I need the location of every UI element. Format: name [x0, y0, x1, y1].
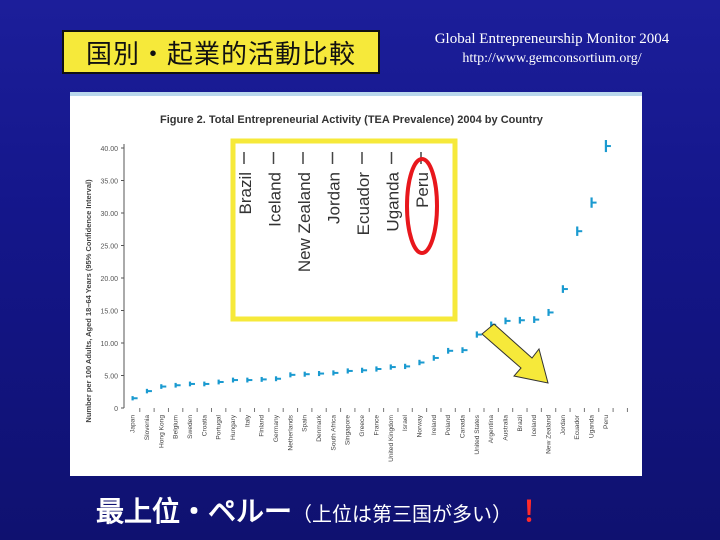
source-title: Global Entrepreneurship Monitor 2004 [434, 31, 670, 47]
x-tick-label: Ecuador [574, 414, 581, 439]
x-tick-label: Belgium [173, 414, 180, 438]
highlight-label: Jordan [325, 172, 344, 224]
y-tick-label: 15.00 [100, 309, 118, 316]
x-tick-label: Ireland [431, 415, 438, 435]
y-tick-label: 40.00 [100, 146, 118, 153]
highlight-label: Brazil [236, 172, 255, 215]
y-tick-label: 20.00 [100, 276, 118, 283]
x-tick-label: Slovenia [144, 415, 151, 441]
x-tick-label: Canada [459, 415, 466, 438]
x-tick-label: Hong Kong [158, 415, 165, 448]
caption-note: （上位は第三国が多い） [292, 502, 513, 526]
source-block: Global Entrepreneurship Monitor 2004 htt… [392, 30, 712, 68]
y-axis-label: Number per 100 Adults, Aged 18–64 Years … [84, 179, 93, 423]
x-tick-label: Norway [416, 414, 423, 437]
chart-figure: Figure 2. Total Entrepreneurial Activity… [70, 92, 642, 476]
x-tick-label: Italy [244, 414, 251, 427]
y-tick-label: 10.00 [100, 341, 118, 348]
y-tick-label: 0 [114, 406, 118, 413]
y-tick-label: 30.00 [100, 211, 118, 218]
x-tick-label: Singapore [345, 415, 352, 445]
tea-chart: Figure 2. Total Entrepreneurial Activity… [84, 114, 628, 462]
x-tick-label: Finland [259, 415, 266, 437]
x-tick-label: United States [474, 414, 481, 454]
highlight-overlay: Brazil Iceland New Zealand Jordan Ecuador Uga… [230, 138, 549, 384]
y-tick-label: 5.00 [104, 374, 118, 381]
caption-main: 最上位・ペルー [96, 495, 293, 528]
highlight-label: Ecuador [354, 172, 373, 236]
x-tick-label: Hungary [230, 414, 237, 440]
slide-title: 国別・起業的活動比較 [62, 30, 380, 74]
highlight-label: New Zealand [295, 172, 314, 272]
x-tick-label: Greece [359, 415, 366, 437]
highlight-label: Uganda [384, 171, 403, 231]
x-tick-labels: Japan Slovenia Hong Kong Belgium Sweden Croat… [130, 414, 610, 462]
x-tick-label: Croatia [201, 415, 208, 437]
data-marks [131, 140, 611, 401]
y-tick-label: 35.00 [100, 179, 118, 186]
x-tick-label: Netherlands [287, 414, 294, 450]
x-tick-label: Argentina [488, 415, 495, 444]
highlight-label: Peru [413, 172, 432, 208]
caption: 最上位・ペルー（上位は第三国が多い） ！ [96, 490, 550, 530]
chart-title: Figure 2. Total Entrepreneurial Activity… [160, 114, 544, 126]
source-url[interactable]: http://www.gemconsortium.org/ [462, 51, 642, 66]
x-tick-label: Portugal [216, 414, 223, 439]
x-tick-label: South Africa [330, 415, 337, 451]
x-tick-label: Iceland [531, 415, 538, 437]
x-tick-label: Jordan [560, 415, 567, 435]
highlight-box [230, 138, 458, 322]
peru-circle [405, 157, 439, 255]
highlight-label: Iceland [266, 172, 285, 227]
x-tick-label: Uganda [589, 415, 596, 438]
x-tick-label: Peru [603, 415, 610, 429]
x-tick-label: Denmark [316, 414, 323, 441]
x-tick-label: New Zealand [546, 415, 553, 454]
y-tick-label: 25.00 [100, 244, 118, 251]
x-tick-label: United Kingdom [388, 414, 395, 461]
x-tick-label: Sweden [187, 415, 194, 439]
x-tick-label: France [373, 415, 380, 436]
x-tick-label: Spain [302, 415, 309, 432]
x-tick-label: Israel [402, 414, 409, 431]
axes: 0 5.00 10.00 15.00 20.00 25.00 30.00 35.00 40.00 [100, 144, 628, 413]
x-tick-label: Germany [273, 414, 280, 442]
caption-exclamation: ！ [522, 495, 551, 528]
arrow [481, 323, 549, 384]
x-tick-label: Brazil [517, 414, 524, 431]
x-tick-label: Japan [130, 415, 137, 433]
x-tick-label: Poland [445, 415, 452, 436]
x-tick-label: Australia [503, 415, 510, 441]
